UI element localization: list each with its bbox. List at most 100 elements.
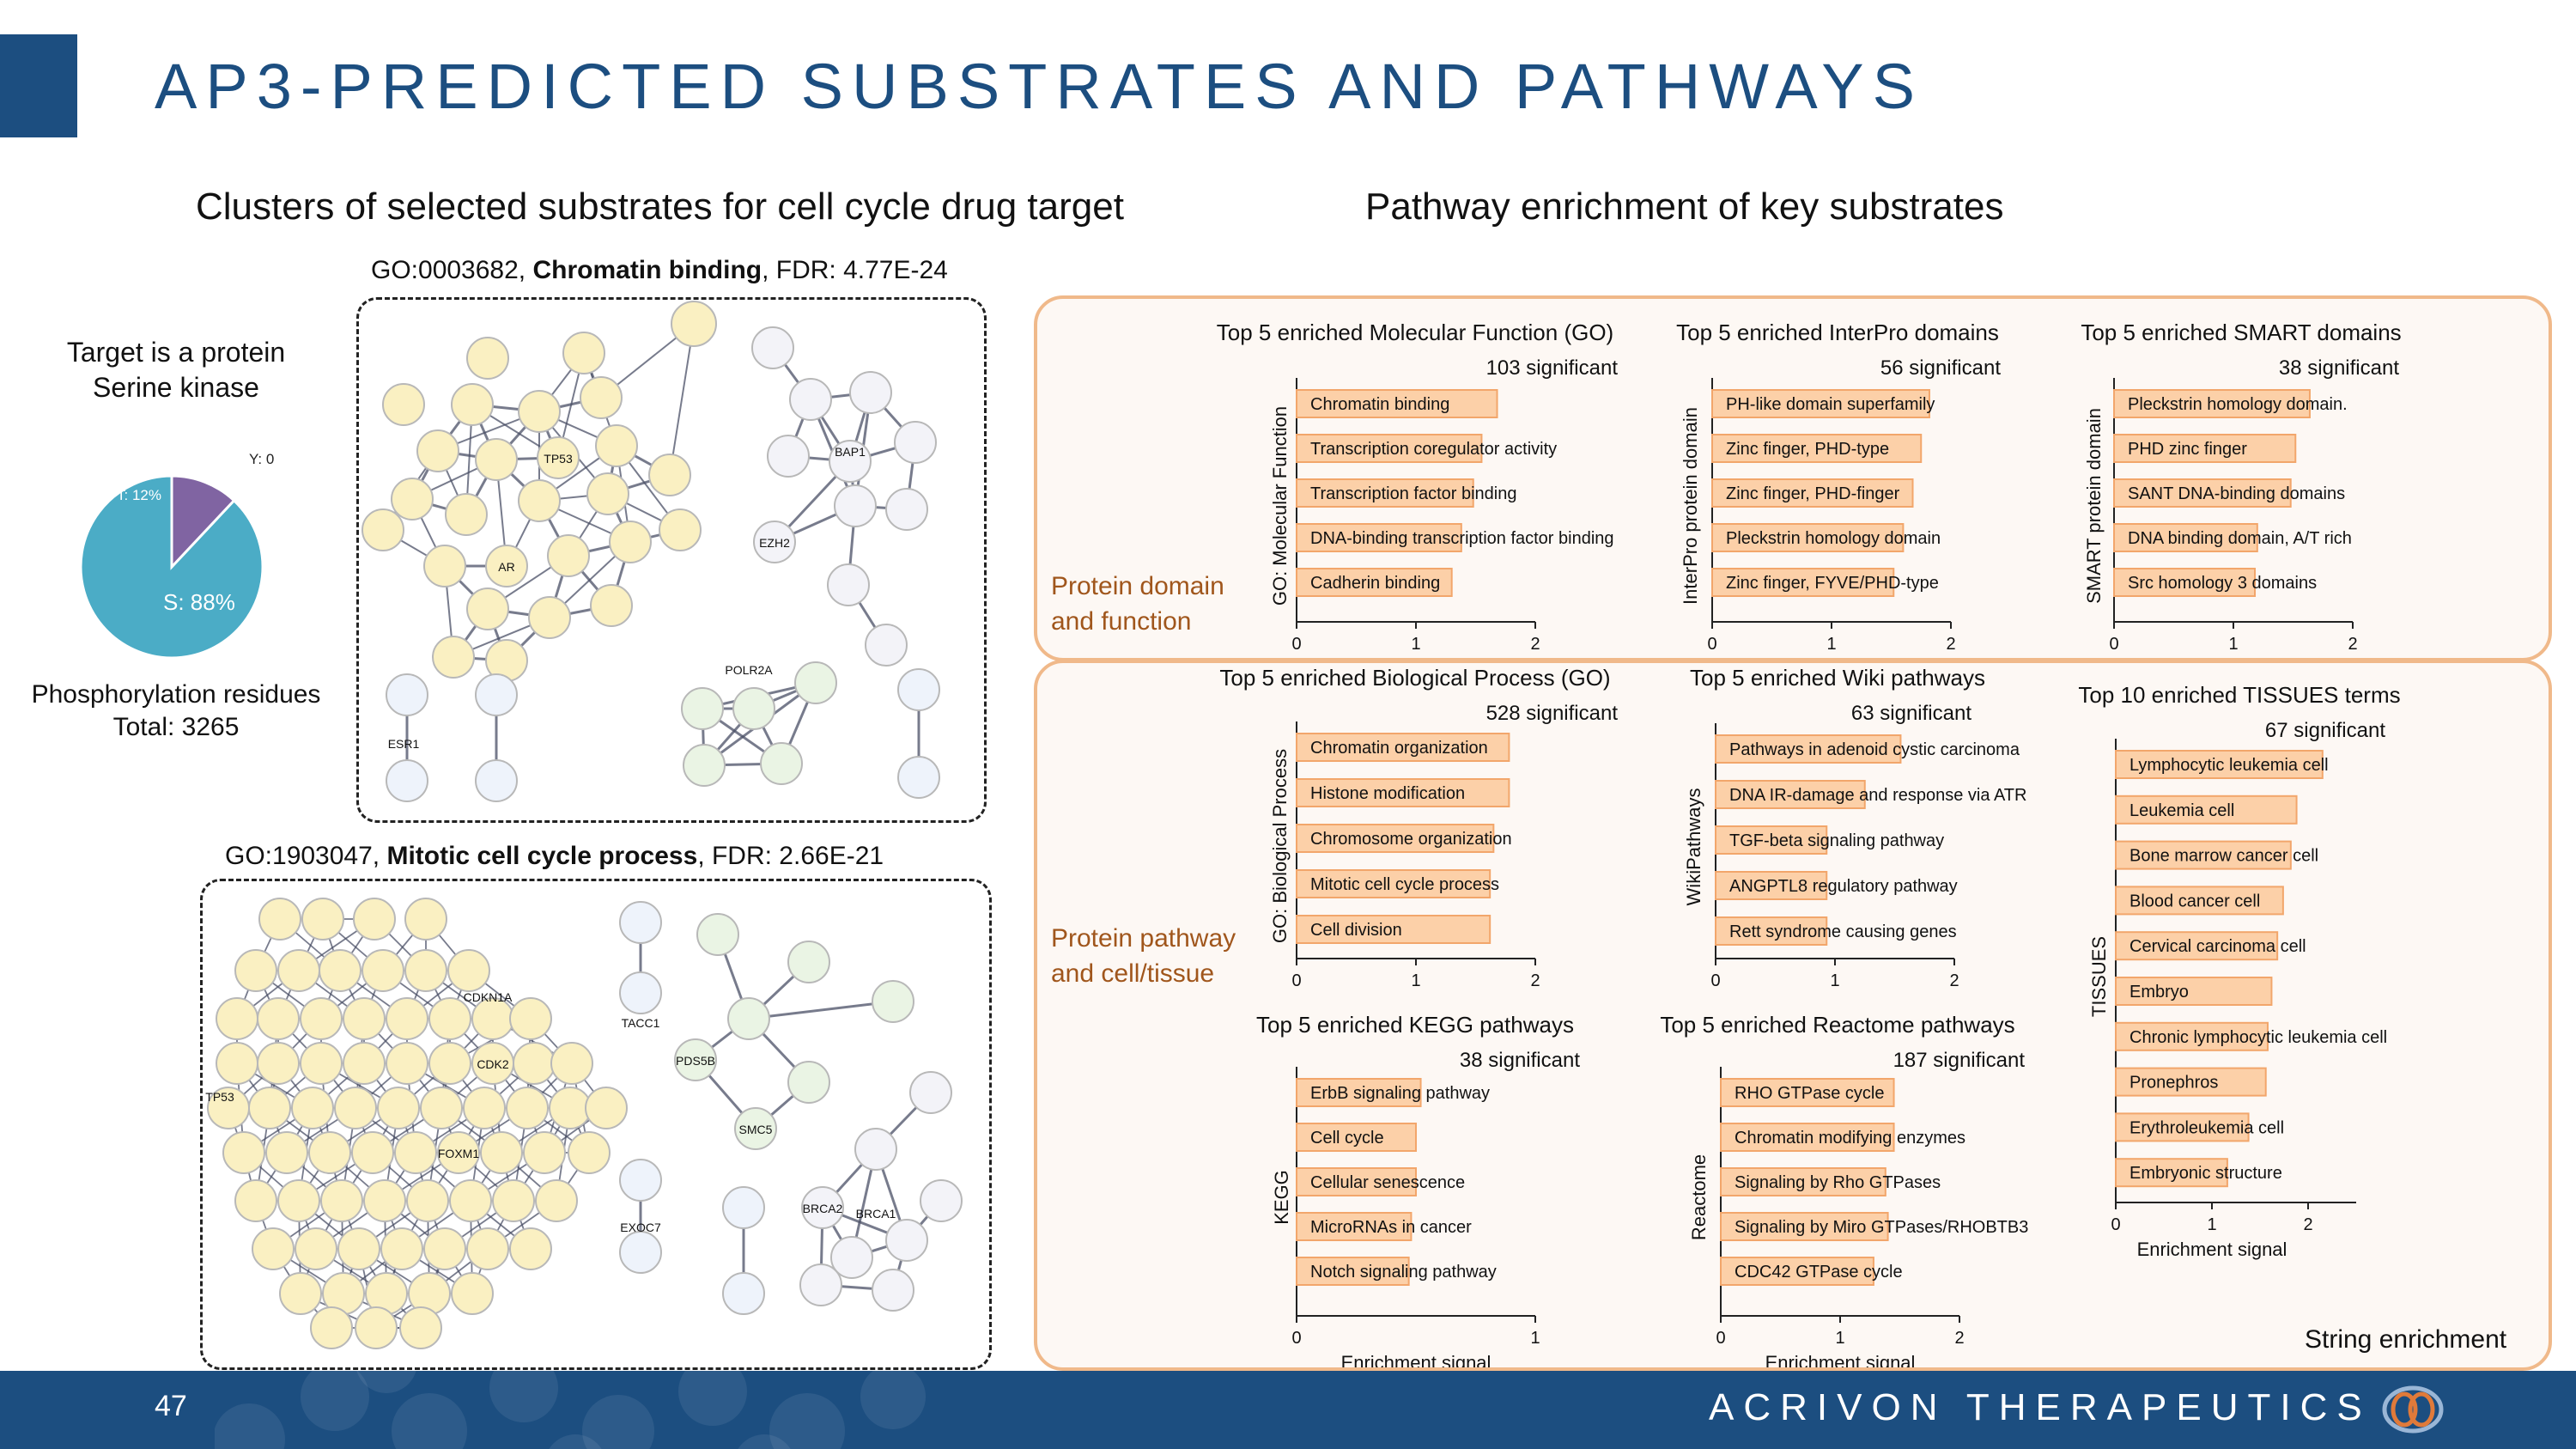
network-node	[760, 742, 803, 785]
chart-x-tick-label: 2	[1530, 635, 1540, 651]
chart-y-axis-label: WikiPathways	[1683, 788, 1704, 906]
network-node	[394, 1131, 437, 1174]
network-node	[674, 1038, 717, 1081]
chart-y-axis-label: TISSUES	[2088, 936, 2110, 1017]
network-node	[432, 636, 475, 679]
chart-bar-label: DNA-binding transcription factor binding	[1310, 529, 1614, 548]
chart-bar-label: Cellular senescence	[1310, 1173, 1465, 1192]
chart-bar	[2115, 886, 2284, 916]
chart-bar	[1711, 523, 1905, 552]
chart-bar-label: Cadherin binding	[1310, 574, 1440, 593]
chart-title: Top 5 enriched InterPro domains	[1676, 320, 1999, 345]
chart-x-tick-label: 1	[2228, 635, 2238, 651]
network-node	[406, 1179, 449, 1222]
network-node	[897, 668, 940, 711]
network-node-label: TACC1	[622, 1016, 660, 1030]
network-node	[518, 479, 561, 522]
network-node	[234, 949, 277, 992]
chart-bar	[2113, 568, 2257, 597]
panel-label-line: Protein pathway	[1051, 924, 1236, 953]
chart-x-axis-label: Enrichment signal	[1765, 1352, 1916, 1367]
chart-x-tick-label: 1	[1826, 635, 1836, 651]
chart-bar-label: PHD zinc finger	[2128, 440, 2247, 459]
chart-bar	[2113, 389, 2311, 418]
network-node	[291, 1087, 334, 1129]
network-node	[234, 1179, 277, 1222]
chart-subtitle: 67 significant	[2265, 719, 2385, 742]
network-node	[767, 435, 810, 478]
network-node	[386, 759, 428, 802]
network-node	[449, 1179, 492, 1222]
chart-bar-label: Cell cycle	[1310, 1129, 1384, 1148]
chart-subtitle: 528 significant	[1486, 702, 1619, 725]
network-node	[909, 1071, 952, 1114]
chart-bar-label: Signaling by Rho GTPases	[1735, 1173, 1941, 1192]
network-node	[619, 901, 662, 944]
chart-bar	[1296, 824, 1495, 853]
network-node	[535, 1179, 578, 1222]
chart-bar-label: Chromatin modifying enzymes	[1735, 1129, 1965, 1148]
network-node-label: EXOC7	[620, 1221, 661, 1234]
network-node	[683, 744, 726, 787]
chart-bar	[2113, 523, 2258, 552]
network-node	[854, 1128, 897, 1171]
network-node	[463, 1087, 506, 1129]
chart-bar	[1711, 568, 1895, 597]
chart-bar	[1296, 568, 1453, 597]
chart-x-tick-label: 2	[2348, 635, 2357, 651]
network-node	[404, 949, 447, 992]
network-node	[537, 436, 580, 479]
chart-x-tick-label: 0	[1291, 971, 1301, 990]
network-node	[585, 1087, 628, 1129]
chart-bar	[2113, 478, 2292, 508]
network-node	[391, 478, 434, 521]
chart-bar-label: Src homology 3 domains	[2128, 574, 2317, 593]
chart-x-tick-label: 1	[1830, 971, 1839, 990]
panel-label-line: Protein domain	[1051, 572, 1224, 600]
network-node	[377, 1087, 420, 1129]
chart-bar-label: ErbB signaling pathway	[1310, 1084, 1490, 1103]
chart-bar-label: SANT DNA-binding domains	[2128, 484, 2345, 503]
chart-bar	[1296, 434, 1483, 463]
network-node	[353, 898, 396, 941]
network-node	[727, 997, 770, 1040]
slide-title: AP3-PREDICTED SUBSTRATES AND PATHWAYS	[155, 51, 1923, 122]
network-node-label: AR	[498, 560, 514, 574]
chart-bar-label: Zinc finger, FYVE/PHD-type	[1726, 574, 1939, 593]
chart-bar-label: Cell division	[1310, 921, 1402, 940]
network-node	[423, 545, 466, 588]
chart-x-tick-label: 0	[2111, 1215, 2120, 1234]
chart-subtitle: 103 significant	[1486, 356, 1619, 380]
network-node	[343, 997, 386, 1040]
network-node-label: POLR2A	[725, 663, 773, 677]
chart-bar-label: Pronephros	[2129, 1074, 2218, 1093]
go-term-id: GO:1903047,	[225, 842, 387, 870]
chart-bar	[1296, 869, 1492, 898]
network-node	[320, 1179, 363, 1222]
chart-bar-label: Mitotic cell cycle process	[1310, 875, 1499, 894]
network-node	[295, 1227, 337, 1270]
network-node	[562, 332, 605, 374]
company-logo-icon	[2382, 1385, 2444, 1434]
page-number: 47	[155, 1390, 187, 1422]
phospho-residue-pie-chart: S: 88% T: 12% Y: 0	[79, 451, 274, 660]
chart-y-axis-label: GO: Molecular Function	[1269, 406, 1291, 606]
chart-bar	[1720, 1123, 1895, 1152]
network-node	[343, 1042, 386, 1085]
footer-bar: 47 ACRIVON THERAPEUTICS	[0, 1371, 2576, 1449]
go-term-id: GO:0003682,	[371, 256, 533, 284]
network-node	[659, 508, 702, 551]
residues-line-1: Phosphorylation residues	[31, 680, 321, 709]
network-node	[301, 898, 344, 941]
chart-y-axis-label: KEGG	[1271, 1170, 1292, 1225]
network-node	[399, 1306, 442, 1349]
network-node	[619, 1231, 662, 1274]
chart-bar	[1720, 1078, 1895, 1107]
network-node-label: SMC5	[739, 1123, 773, 1136]
chart-bar-label: Erythroleukemia cell	[2129, 1118, 2284, 1137]
network-node	[671, 301, 717, 347]
network-node	[492, 1179, 535, 1222]
chart-bar	[2115, 1112, 2250, 1142]
chart-bar-label: Bone marrow cancer cell	[2129, 847, 2318, 866]
wiki-pathways-chart: Top 5 enriched Wiki pathways 63 significa…	[1683, 665, 2026, 990]
